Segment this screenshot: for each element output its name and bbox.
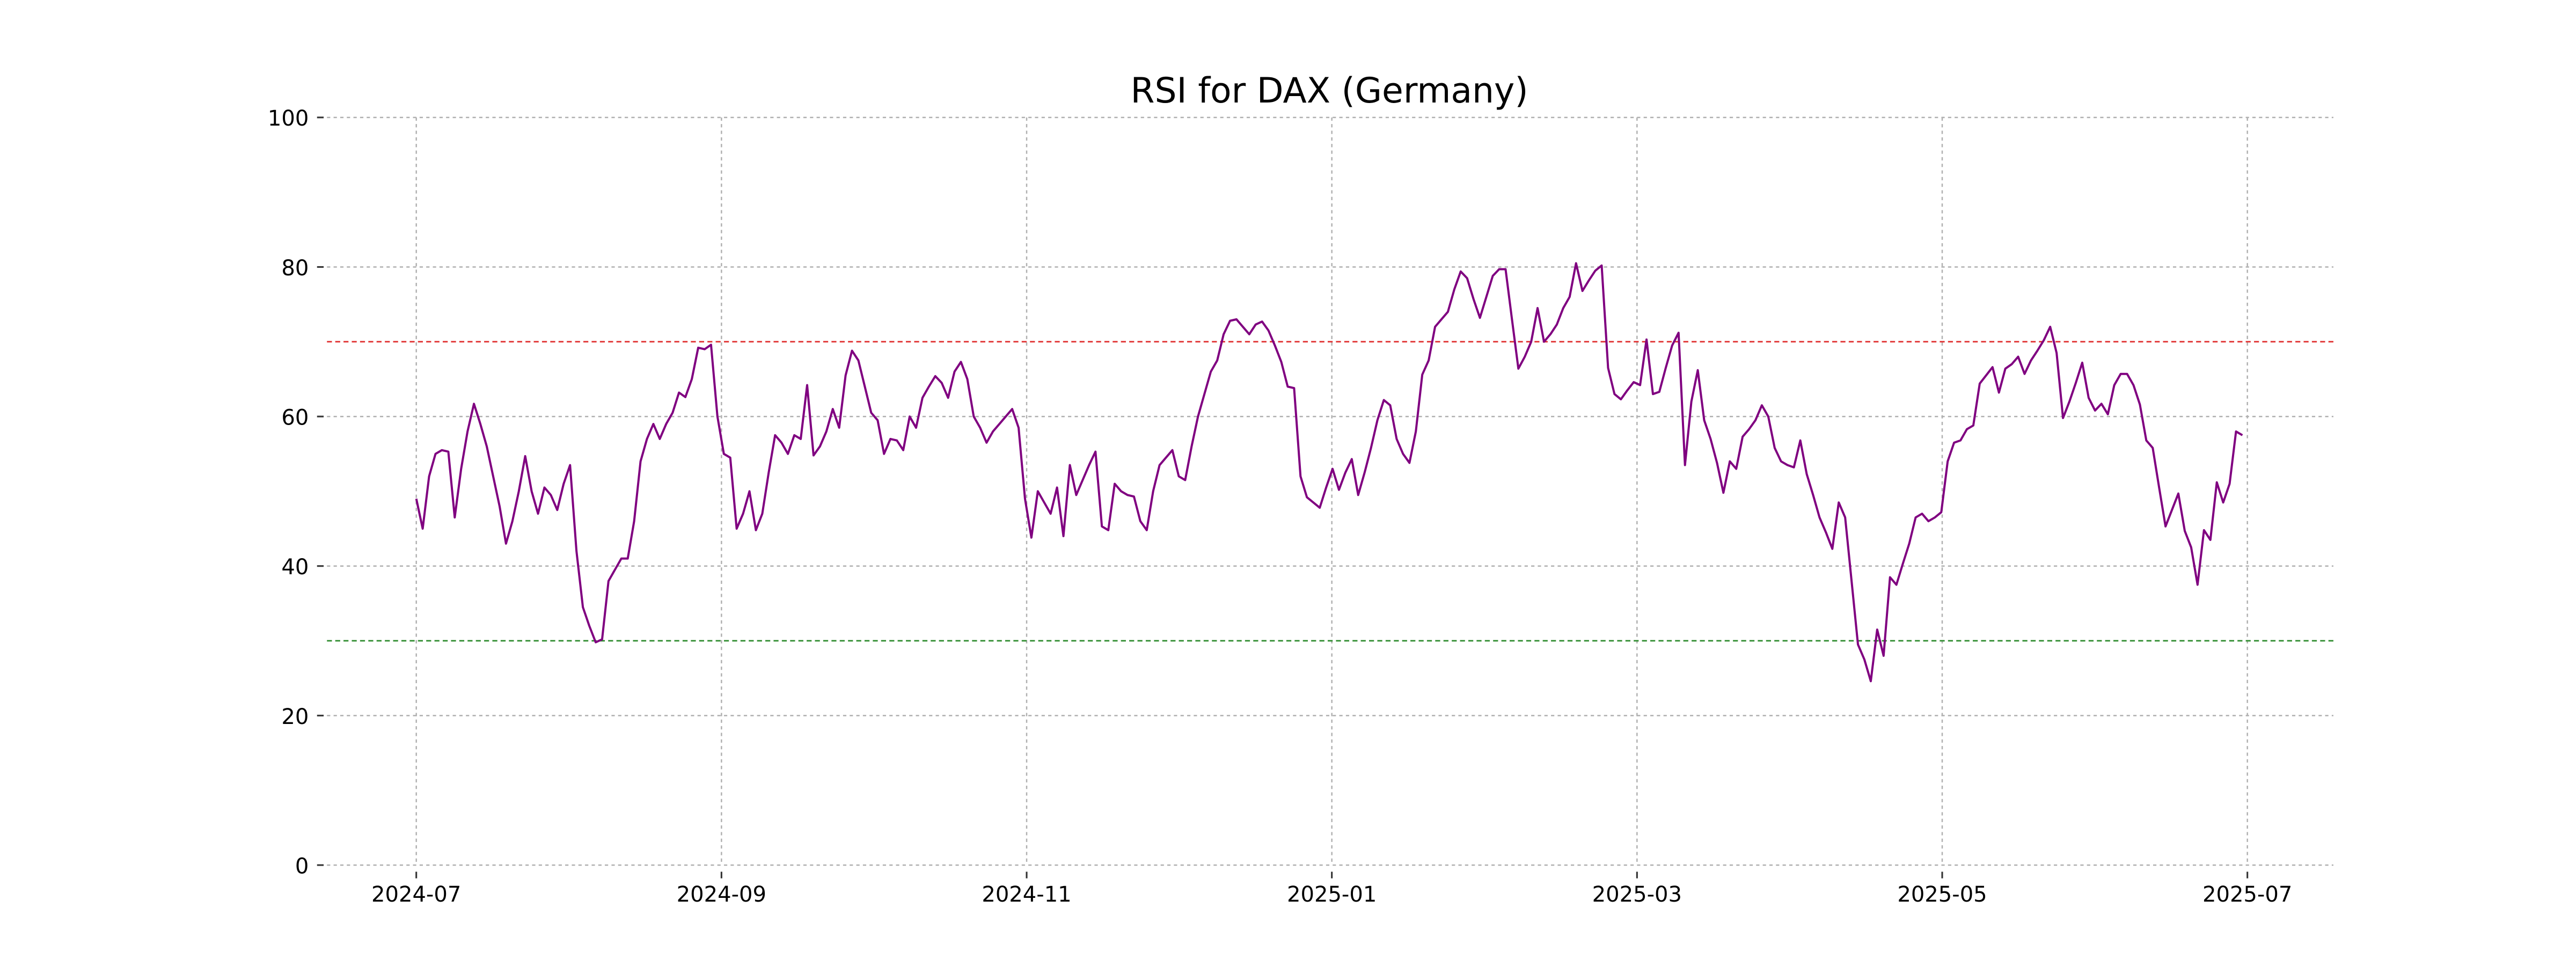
y-tick-label: 100: [268, 106, 309, 131]
y-tick-label: 0: [295, 854, 309, 879]
x-tick-label: 2025-07: [2202, 882, 2292, 907]
x-tick-label: 2025-01: [1287, 882, 1377, 907]
x-tick-label: 2024-11: [982, 882, 1071, 907]
y-tick-label: 60: [281, 406, 309, 430]
x-tick-label: 2025-05: [1897, 882, 1987, 907]
x-tick-label: 2024-07: [371, 882, 461, 907]
rsi-line: [415, 262, 2243, 683]
x-tick-label: 2025-03: [1592, 882, 1682, 907]
y-tick-label: 20: [281, 705, 309, 729]
chart-title: RSI for DAX (Germany): [1131, 71, 1528, 111]
y-tick-label: 80: [281, 256, 309, 281]
x-tick-label: 2024-09: [677, 882, 766, 907]
y-tick-label: 40: [281, 555, 309, 580]
